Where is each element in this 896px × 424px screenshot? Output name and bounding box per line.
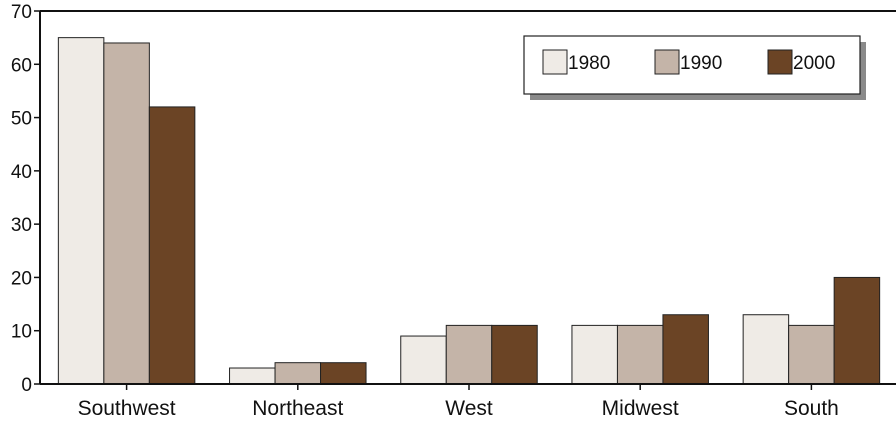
legend-swatch-2000 — [767, 49, 793, 75]
bar-west-2000 — [491, 324, 538, 385]
y-tick-label: 0 — [21, 375, 32, 396]
x-tick-label: Northeast — [252, 397, 343, 420]
bar-midwest-2000 — [662, 314, 709, 385]
legend-swatch-1990 — [654, 49, 680, 75]
y-tick-label: 70 — [11, 2, 32, 23]
axes — [39, 10, 896, 385]
y-tick-label: 10 — [11, 322, 32, 343]
x-tick-label: South — [784, 397, 839, 420]
y-tick-label: 60 — [11, 55, 32, 76]
x-tick-label: Midwest — [602, 397, 679, 420]
bars — [57, 37, 881, 385]
bar-northeast-2000 — [320, 362, 367, 385]
legend-items: 1980 1990 2000 — [542, 49, 835, 75]
bar-west-1980 — [400, 335, 447, 385]
bar-west-1990 — [445, 324, 493, 385]
x-tick-label: Southwest — [78, 397, 176, 420]
x-tick-labels: Southwest Northeast West Midwest South — [78, 384, 839, 420]
bar-northeast-1990 — [274, 362, 322, 385]
bar-south-1990 — [788, 324, 835, 385]
x-tick-label: West — [445, 397, 493, 420]
legend-label-1990: 1990 — [680, 53, 722, 74]
legend-swatch-1980 — [542, 49, 568, 75]
y-tick-label: 30 — [11, 215, 32, 236]
y-ticks: 0 10 20 30 40 50 60 70 — [11, 2, 40, 396]
bar-south-2000 — [833, 276, 881, 385]
bar-midwest-1990 — [616, 324, 664, 385]
y-tick-label: 20 — [11, 268, 32, 289]
legend-box — [523, 35, 861, 95]
bar-southwest-2000 — [148, 106, 196, 385]
bar-south-1980 — [742, 314, 790, 385]
legend — [523, 35, 866, 100]
legend-label-2000: 2000 — [793, 53, 835, 74]
bar-southwest-1990 — [103, 42, 150, 385]
bar-midwest-1980 — [571, 324, 618, 385]
bar-southwest-1980 — [57, 37, 105, 385]
y-tick-label: 50 — [11, 109, 32, 130]
bar-northeast-1980 — [229, 367, 276, 385]
legend-label-1980: 1980 — [568, 53, 610, 74]
y-tick-label: 40 — [11, 162, 32, 183]
